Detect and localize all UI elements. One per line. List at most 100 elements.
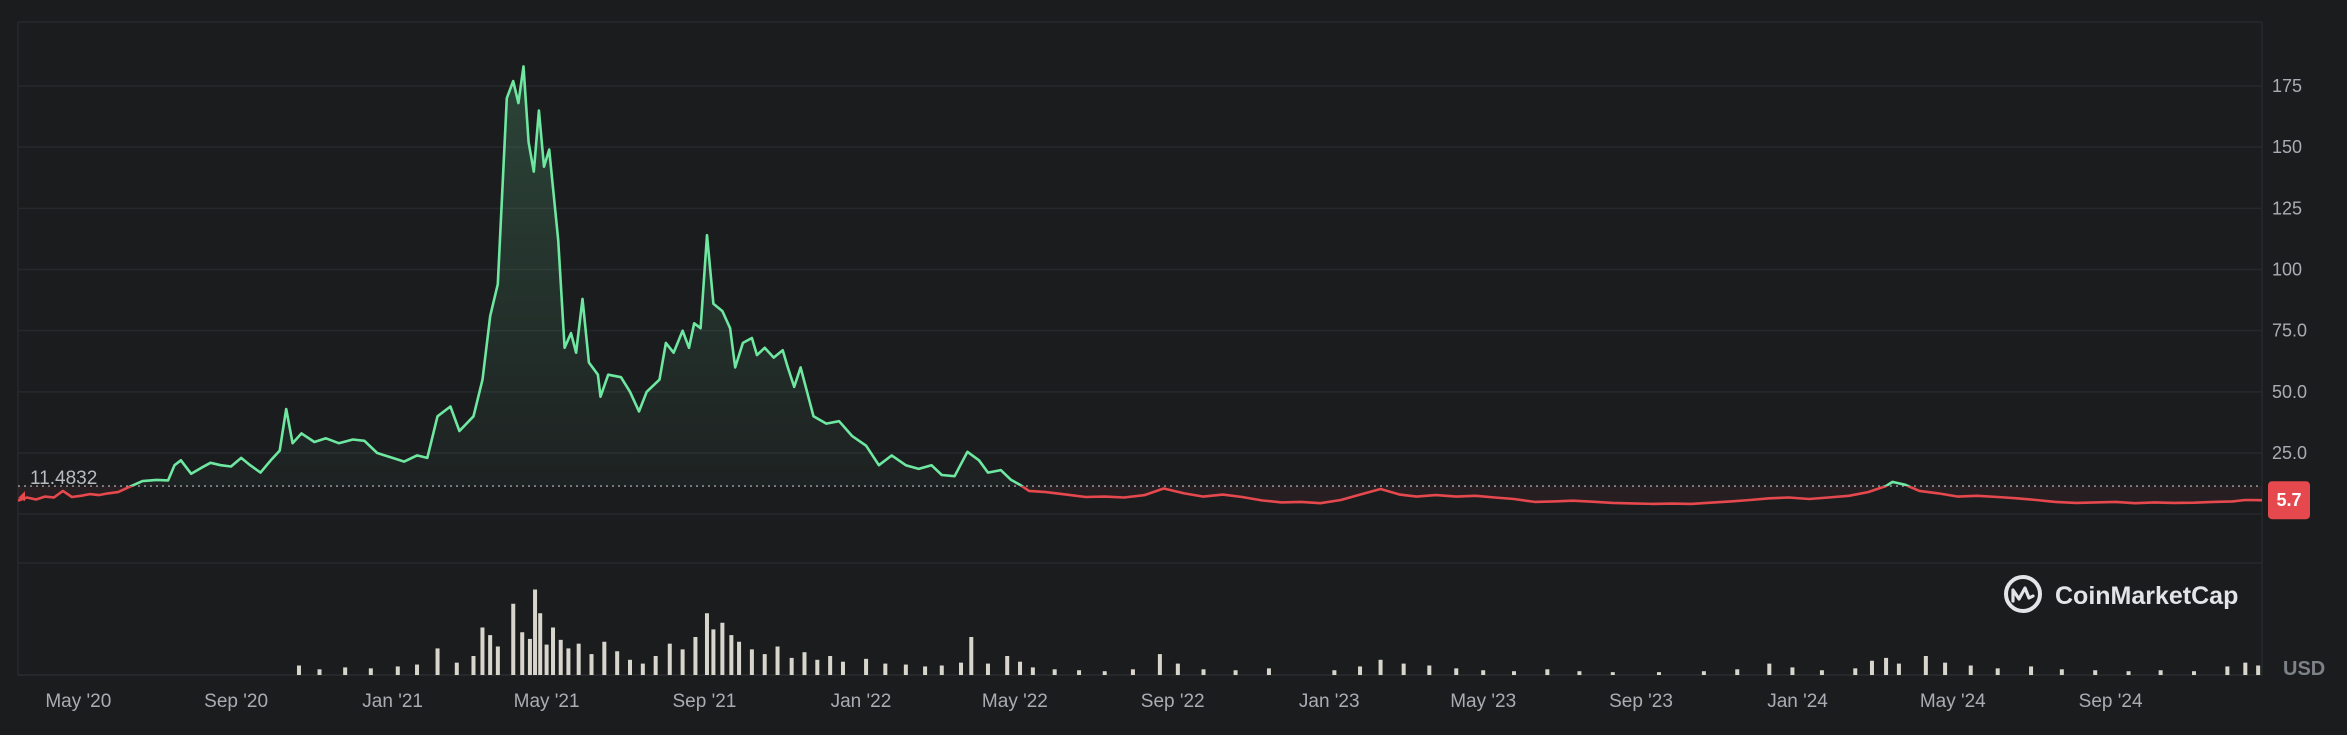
volume-bar <box>802 652 807 675</box>
x-tick-label: Jan '21 <box>362 691 423 712</box>
volume-bar <box>471 656 476 675</box>
volume-bar <box>1790 667 1795 675</box>
volume-bar <box>488 635 493 675</box>
volume-bar <box>1923 656 1928 675</box>
area-fill-down <box>18 486 2262 504</box>
baseline-arrow-icon <box>18 491 25 502</box>
volume-bar <box>1767 663 1772 675</box>
volume-bar <box>1481 670 1486 675</box>
x-tick-label: May '20 <box>45 691 111 712</box>
volume-bar <box>828 656 833 675</box>
volume-bar <box>711 629 716 675</box>
volume-bar <box>628 659 632 675</box>
volume-bar <box>2059 669 2064 675</box>
baseline-marker: 11.4832 <box>18 468 2262 502</box>
x-tick-label: May '21 <box>514 691 580 712</box>
volume-bar <box>1853 668 1858 675</box>
volume-bar <box>720 622 725 675</box>
volume-bar <box>939 665 944 675</box>
price-area <box>18 66 2262 504</box>
x-tick-label: May '23 <box>1450 691 1516 712</box>
volume-bar <box>2126 671 2131 675</box>
x-tick-label: Sep '21 <box>672 691 736 712</box>
last-price-badge: 5.7 <box>2268 481 2310 520</box>
volume-bar <box>615 651 620 675</box>
volume-bar <box>558 639 563 675</box>
volume-bar <box>1052 669 1057 675</box>
y-tick-label: 150 <box>2272 137 2302 157</box>
volume-bar <box>566 648 571 675</box>
volume-bar <box>959 662 964 675</box>
volume-bar <box>2225 666 2230 675</box>
volume-bar <box>576 643 581 675</box>
volume-bar <box>1968 665 1973 675</box>
baseline-label: 11.4832 <box>30 468 97 489</box>
volume-bar <box>985 663 990 675</box>
area-fill-up <box>131 66 1909 487</box>
volume-bar <box>551 627 556 675</box>
volume-bar <box>415 664 420 675</box>
x-tick-label: Sep '23 <box>1609 691 1673 712</box>
volume-bar <box>667 643 672 675</box>
price-line[interactable] <box>17 65 2263 506</box>
y-tick-label: 175 <box>2272 76 2302 96</box>
volume-bar <box>1819 670 1824 675</box>
currency-label: USD <box>2283 658 2325 680</box>
volume-bar <box>680 649 685 675</box>
x-tick-label: May '24 <box>1920 691 1986 712</box>
price-line-up[interactable] <box>18 65 2262 504</box>
volume-bar <box>1896 663 1901 675</box>
volume-bar <box>640 663 645 675</box>
volume-bar <box>520 632 525 675</box>
volume-bar <box>1943 662 1948 675</box>
volume-bar <box>544 644 549 675</box>
volume-bar <box>1130 669 1135 675</box>
volume-bar <box>2256 665 2261 675</box>
volume-bar <box>480 627 485 675</box>
x-tick-label: May '22 <box>982 691 1048 712</box>
volume-bar <box>454 662 459 675</box>
x-tick-label: Sep '20 <box>204 691 268 712</box>
volume-bar <box>1077 670 1082 675</box>
volume-bar <box>1401 663 1406 675</box>
volume-bar <box>495 646 500 675</box>
volume-bar <box>693 637 698 675</box>
x-tick-label: Jan '23 <box>1299 691 1360 712</box>
y-tick-label: 50.0 <box>2272 382 2307 402</box>
volume-bar <box>737 641 742 675</box>
volume-bar <box>511 603 516 675</box>
grid-lines <box>17 21 2263 676</box>
volume-bar <box>883 663 888 675</box>
x-tick-label: Jan '24 <box>1767 691 1828 712</box>
volume-bar <box>749 649 754 675</box>
volume-bars <box>296 589 2261 675</box>
volume-bar <box>1701 671 1706 675</box>
y-tick-label: 25.0 <box>2272 443 2307 463</box>
volume-bar <box>1005 656 1010 675</box>
volume-bar <box>2158 670 2163 675</box>
volume-bar <box>1656 672 1661 675</box>
volume-bar <box>2243 662 2248 675</box>
price-line-down[interactable] <box>17 66 2263 506</box>
volume-bar <box>1018 661 1023 675</box>
volume-bar <box>1884 657 1889 675</box>
volume-bar <box>395 666 400 675</box>
volume-bar <box>864 658 869 675</box>
volume-bar <box>1030 667 1035 675</box>
volume-bar <box>903 664 908 675</box>
volume-bar <box>840 661 845 675</box>
volume-bar <box>296 665 301 675</box>
y-tick-label: 100 <box>2272 260 2302 280</box>
volume-bar <box>2093 670 2098 675</box>
y-tick-label: 125 <box>2272 198 2302 218</box>
volume-bar <box>1577 671 1582 675</box>
last-price-badge-bg <box>2268 481 2310 520</box>
volume-bar <box>815 659 820 675</box>
volume-bar <box>704 613 709 675</box>
volume-bar <box>1175 663 1180 675</box>
volume-bar <box>762 654 767 675</box>
volume-bar <box>538 613 543 675</box>
volume-bar <box>1735 669 1740 675</box>
